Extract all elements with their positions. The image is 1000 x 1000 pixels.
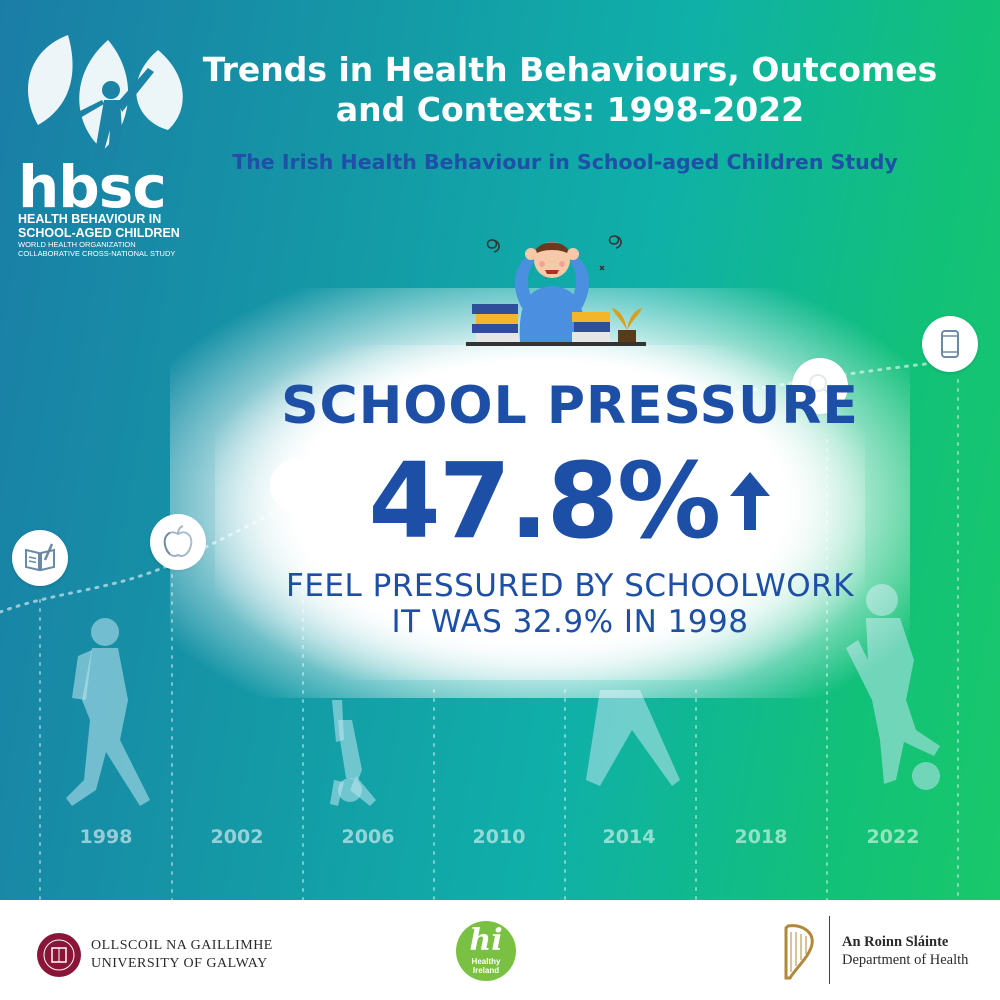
harp-icon xyxy=(784,924,814,980)
logo-tagline-3: WORLD HEALTH ORGANIZATION xyxy=(18,240,136,249)
partner-logos-footer: OLLSCOIL NA GAILLIMHE UNIVERSITY OF GALW… xyxy=(0,900,1000,1000)
year-label-2006: 2006 xyxy=(341,826,395,848)
stat-description-line2: IT WAS 32.9% IN 1998 xyxy=(391,604,749,640)
logo-tagline-1: HEALTH BEHAVIOUR IN xyxy=(18,212,162,226)
logo-tagline-2: SCHOOL-AGED CHILDREN xyxy=(18,226,180,240)
healthy-ireland-text-line1: Healthy xyxy=(471,957,501,966)
healthy-ireland-text: Healthy Ireland xyxy=(456,957,516,975)
university-name-english: UNIVERSITY OF GALWAY xyxy=(91,956,268,971)
walking-student-silhouette xyxy=(66,618,150,806)
healthy-ireland-text-line2: Ireland xyxy=(472,966,500,975)
stat-description-line1: FEEL PRESSURED BY SCHOOLWORK xyxy=(286,568,854,604)
university-seal-icon xyxy=(37,933,81,977)
handstand-child-silhouette xyxy=(330,700,376,806)
year-label-2022: 2022 xyxy=(866,826,920,848)
logo-tagline-4: COLLABORATIVE CROSS-NATIONAL STUDY xyxy=(18,249,176,258)
year-label-2014: 2014 xyxy=(602,826,656,848)
healthy-ireland-logo: hi Healthy Ireland xyxy=(456,921,516,981)
department-name-english: Department of Health xyxy=(842,952,969,968)
page-title-line2: and Contexts: 1998-2022 xyxy=(335,90,805,129)
hbsc-logo: hbsc HEALTH BEHAVIOUR IN SCHOOL-AGED CHI… xyxy=(18,30,193,258)
hbsc-leaf-figure-icon xyxy=(28,35,183,158)
logo-divider xyxy=(829,916,830,984)
book-pencil-icon xyxy=(25,543,55,572)
trend-up-arrow-icon xyxy=(729,472,770,530)
infographic-poster: hbsc HEALTH BEHAVIOUR IN SCHOOL-AGED CHI… xyxy=(0,0,1000,900)
drink-can-icon xyxy=(941,330,959,358)
stat-row: 47.8% xyxy=(160,440,980,562)
walking-teen-silhouette xyxy=(586,690,680,786)
healthy-ireland-mark: hi xyxy=(469,923,503,958)
year-label-1998: 1998 xyxy=(79,826,133,848)
stat-heading: SCHOOL PRESSURE xyxy=(281,376,859,436)
university-name-irish: OLLSCOIL NA GAILLIMHE xyxy=(91,938,273,953)
page-title: Trends in Health Behaviours, Outcomes an… xyxy=(200,50,940,130)
stat-value: 47.8% xyxy=(368,440,721,562)
year-label-2002: 2002 xyxy=(210,826,264,848)
page-title-line1: Trends in Health Behaviours, Outcomes xyxy=(202,50,938,89)
stressed-student-illustration xyxy=(466,235,646,346)
year-label-2018: 2018 xyxy=(734,826,788,848)
hbsc-wordmark: hbsc xyxy=(18,153,167,221)
page-subtitle: The Irish Health Behaviour in School-age… xyxy=(232,150,898,174)
year-label-2010: 2010 xyxy=(472,826,526,848)
drink-can-circle xyxy=(922,316,978,372)
stat-description: FEEL PRESSURED BY SCHOOLWORK IT WAS 32.9… xyxy=(140,568,1000,640)
department-name-irish: An Roinn Sláinte xyxy=(842,934,949,950)
highlight-panel-core xyxy=(215,345,865,680)
book-pencil-circle xyxy=(12,530,68,586)
